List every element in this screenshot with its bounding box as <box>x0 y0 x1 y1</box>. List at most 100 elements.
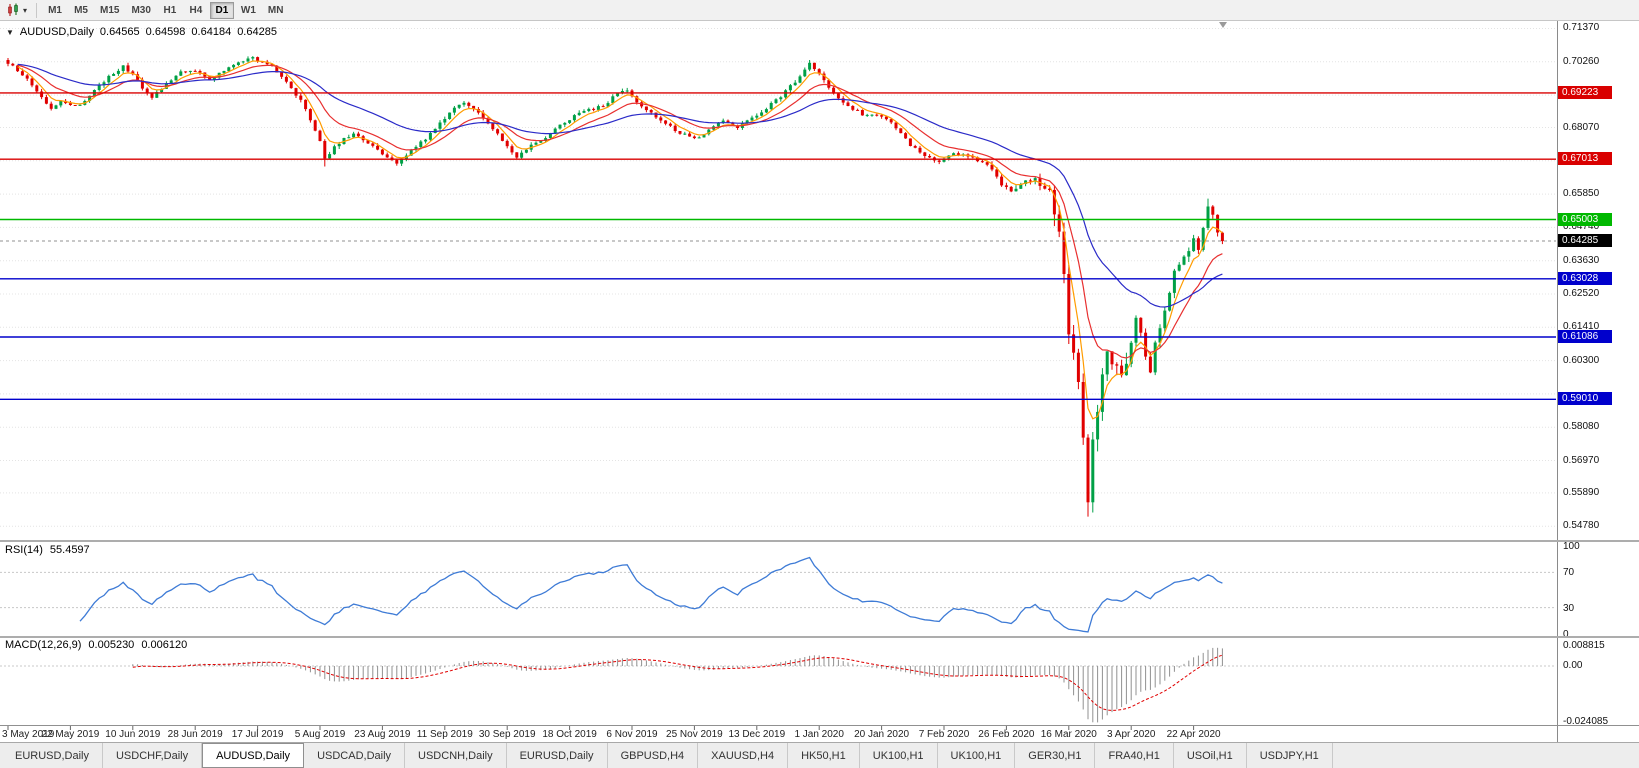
rsi-name: RSI(14) <box>5 544 43 556</box>
macd-axis-tick: -0.024085 <box>1563 715 1609 727</box>
ohlc-open-value: 0.64565 <box>99 26 140 38</box>
macd-axis-tick: 0.00 <box>1563 660 1583 671</box>
time-axis-label: 17 Jul 2019 <box>231 729 284 740</box>
ohlc-close-value: 0.64285 <box>237 26 277 38</box>
level-price-tag: 0.61086 <box>1558 330 1612 344</box>
time-axis-label: 28 Jun 2019 <box>167 729 223 740</box>
level-price-tag: 0.59010 <box>1558 392 1612 406</box>
time-axis-label: 22 May 2019 <box>41 729 100 740</box>
price-axis-tick: 0.58080 <box>1563 421 1600 433</box>
timeframe-toolbar: M1 M5 M15 M30 H1 H4 D1 W1 MN <box>43 1 288 19</box>
chart-tab[interactable]: USDCNH,Daily <box>405 743 507 768</box>
toolbar: ▾ M1 M5 M15 M30 H1 H4 D1 W1 MN <box>0 0 1639 21</box>
time-axis-label: 1 Jan 2020 <box>794 729 844 740</box>
time-axis-label: 18 Oct 2019 <box>542 729 597 740</box>
candlestick-chart-icon <box>8 3 18 16</box>
macd-indicator-label: MACD(12,26,9) 0.005230 0.006120 <box>5 639 187 651</box>
price-axis-tick: 0.60300 <box>1563 354 1600 366</box>
chart-tab[interactable]: UK100,H1 <box>937 743 1016 768</box>
chart-tab[interactable]: AUDUSD,Daily <box>202 743 305 768</box>
macd-name: MACD(12,26,9) <box>5 639 82 651</box>
time-axis-label: 26 Feb 2020 <box>978 729 1035 740</box>
price-axis-tick: 0.54780 <box>1563 520 1600 532</box>
price-axis-tick: 0.64740 <box>1563 221 1600 233</box>
timeframe-button-m1[interactable]: M1 <box>48 4 62 16</box>
price-axis-tick: 0.70260 <box>1563 55 1600 67</box>
time-axis-label: 25 Nov 2019 <box>666 729 723 740</box>
rsi-value: 55.4597 <box>49 544 90 556</box>
rsi-indicator-label: RSI(14) 55.4597 <box>5 544 90 556</box>
macd-panel-resize-handle[interactable] <box>0 636 1639 638</box>
chart-tab[interactable]: GBPUSD,H4 <box>607 743 699 768</box>
price-axis-tick: 0.65850 <box>1563 188 1600 200</box>
time-axis-label: 11 Sep 2019 <box>416 729 473 740</box>
chart-tab[interactable]: USDJPY,H1 <box>1246 743 1333 768</box>
timeframe-button-d1[interactable]: D1 <box>209 1 234 19</box>
chart-tab[interactable]: UK100,H1 <box>859 743 938 768</box>
rsi-axis-tick: 0 <box>1563 629 1569 640</box>
price-axis-tick: 0.55890 <box>1563 486 1600 498</box>
chart-shift-marker[interactable] <box>1219 22 1227 28</box>
macd-main-value: 0.005230 <box>88 639 135 651</box>
timeframe-button-m5[interactable]: M5 <box>74 4 88 16</box>
chart-title: ▼ AUDUSD,Daily 0.64565 0.64598 0.64184 0… <box>6 26 277 38</box>
level-price-tag: 0.69223 <box>1558 85 1612 99</box>
chart-tab[interactable]: XAUUSD,H4 <box>698 743 789 768</box>
timeframe-button-mn[interactable]: MN <box>267 4 284 16</box>
price-axis[interactable]: 0.71370 0.70260 0.68070 0.65850 0.64740 0.636… <box>1557 21 1639 742</box>
chart-symbol-period-label: AUDUSD,Daily <box>19 26 94 38</box>
level-price-tag: 0.63028 <box>1558 271 1612 285</box>
chart-tab[interactable]: USDCAD,Daily <box>304 743 406 768</box>
time-axis-label: 10 Jun 2019 <box>105 729 161 740</box>
chart-type-dropdown-caret-icon[interactable]: ▾ <box>23 5 28 15</box>
price-axis-tick: 0.62520 <box>1563 288 1600 299</box>
rsi-axis-tick: 30 <box>1563 602 1575 614</box>
price-axis-tick: 0.61410 <box>1563 321 1600 333</box>
time-axis-label: 22 Apr 2020 <box>1166 729 1221 740</box>
level-price-tag: 0.67013 <box>1558 152 1612 166</box>
time-axis-label: 30 Sep 2019 <box>478 729 536 740</box>
price-axis-tick: 0.68070 <box>1563 121 1600 133</box>
price-axis-tick: 0.56970 <box>1563 454 1600 466</box>
timeframe-button-m15[interactable]: M15 <box>100 4 120 16</box>
price-axis-tick: 0.63630 <box>1563 254 1600 266</box>
timeframe-button-h4[interactable]: H4 <box>189 4 203 16</box>
time-axis-label: 3 Apr 2020 <box>1107 729 1156 740</box>
time-axis[interactable]: 3 May 2019 22 May 2019 10 Jun 2019 28 Jun 2… <box>0 726 1556 742</box>
timeframe-button-w1[interactable]: W1 <box>240 4 256 16</box>
macd-axis-tick: 0.008815 <box>1563 639 1605 651</box>
macd-signal-value: 0.006120 <box>141 639 188 651</box>
rsi-panel-resize-handle[interactable] <box>0 540 1639 542</box>
chart-type-icon[interactable] <box>4 2 22 18</box>
toolbar-separator <box>36 2 38 18</box>
chart-tab[interactable]: EURUSD,Daily <box>506 743 608 768</box>
rsi-axis-tick: 70 <box>1563 567 1575 579</box>
time-axis-separator <box>0 725 1639 726</box>
timeframe-button-m30[interactable]: M30 <box>131 4 151 16</box>
time-axis-label: 13 Dec 2019 <box>728 729 786 740</box>
level-price-tag: 0.65003 <box>1558 212 1612 226</box>
chart-tab[interactable]: EURUSD,Daily <box>2 743 103 768</box>
timeframe-button-h1[interactable]: H1 <box>163 4 177 16</box>
time-axis-label: 16 Mar 2020 <box>1040 729 1097 740</box>
time-axis-label: 20 Jan 2020 <box>854 729 910 740</box>
time-axis-label: 6 Nov 2019 <box>606 729 658 740</box>
chart-tab[interactable]: USDCHF,Daily <box>102 743 203 768</box>
time-axis-label: 5 Aug 2019 <box>294 729 346 740</box>
chart-tabs-bar: EURUSD,Daily USDCHF,Daily AUDUSD,Daily USDC… <box>0 742 1639 768</box>
symbol-dropdown-icon[interactable]: ▼ <box>6 27 14 37</box>
rsi-axis-tick: 100 <box>1563 541 1580 552</box>
time-axis-label: 23 Aug 2019 <box>354 729 411 740</box>
time-axis-label: 7 Feb 2020 <box>918 729 970 740</box>
chart-tab[interactable]: GER30,H1 <box>1015 743 1096 768</box>
price-axis-tick: 0.71370 <box>1563 22 1600 34</box>
ohlc-low-value: 0.64184 <box>191 26 232 38</box>
ohlc-high-value: 0.64598 <box>145 26 186 38</box>
chart-tab[interactable]: HK50,H1 <box>788 743 860 768</box>
current-price-tag: 0.64285 <box>1558 234 1612 248</box>
chart-tab[interactable]: FRA40,H1 <box>1095 743 1174 768</box>
chart-tab[interactable]: USOil,H1 <box>1173 743 1247 768</box>
time-axis-label: 3 May 2019 <box>2 729 55 740</box>
